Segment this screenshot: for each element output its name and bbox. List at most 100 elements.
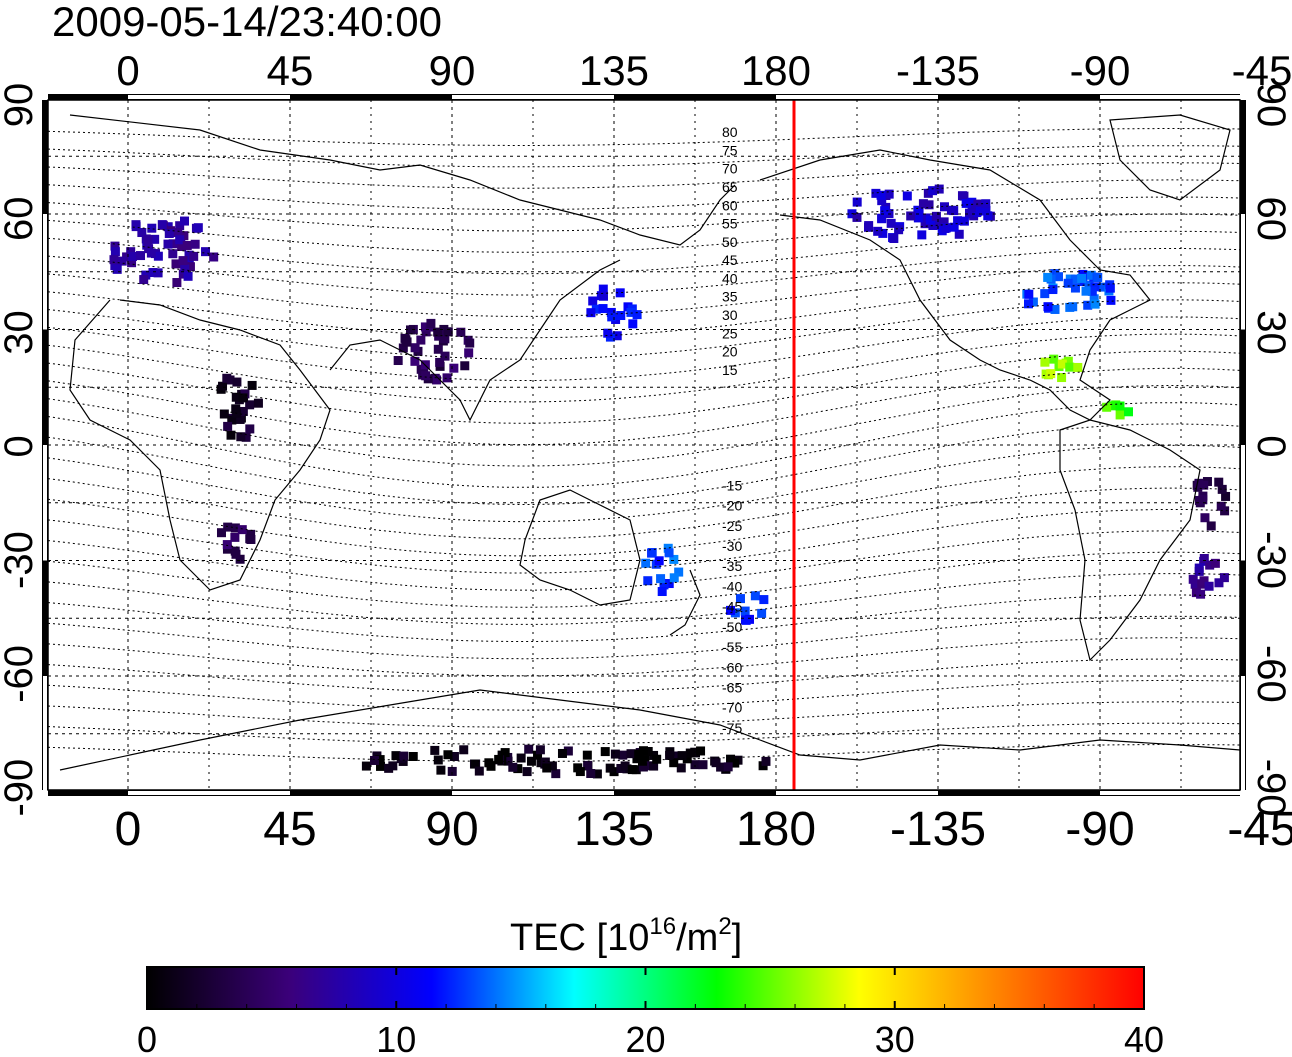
contour-line <box>48 679 1240 711</box>
tec-cell <box>643 746 653 756</box>
tec-cell <box>610 749 620 759</box>
tec-cell <box>168 239 178 249</box>
contour-line <box>48 615 1240 660</box>
tec-cell <box>961 198 971 208</box>
coastline-layer <box>59 114 1240 771</box>
tec-cell <box>884 189 894 199</box>
contour-label: 50 <box>722 234 738 250</box>
tec-cell <box>190 239 200 249</box>
colorbar-tick-label: 30 <box>875 1019 915 1057</box>
tec-cell <box>669 758 679 768</box>
tec-cell <box>659 580 669 590</box>
lat-tick-label-right: 30 <box>1249 310 1292 355</box>
tec-cell <box>1040 289 1050 299</box>
tec-cell <box>638 746 648 756</box>
tec-region <box>1188 554 1229 599</box>
tec-cell <box>449 751 459 761</box>
contour-line <box>48 179 1240 211</box>
tec-cell <box>924 200 934 210</box>
lon-tick-label-bottom: -135 <box>890 803 986 856</box>
tec-cell <box>949 222 959 232</box>
tec-cell <box>117 256 127 266</box>
tec-cell <box>232 377 242 387</box>
tec-cell <box>436 765 446 775</box>
contour-label: -70 <box>722 700 742 716</box>
tec-cell <box>632 310 642 320</box>
tec-cell <box>218 381 228 391</box>
tec-cell <box>433 327 443 337</box>
tec-cell <box>1199 554 1209 564</box>
contour-label: -55 <box>722 639 742 655</box>
contour-label: 25 <box>722 325 738 341</box>
tec-cell <box>607 312 617 322</box>
tec-cell <box>175 221 185 231</box>
contour-line <box>48 162 1240 189</box>
tec-cell <box>376 761 386 771</box>
lon-ticks-top: 0 45 90 135 180 -135 -90 -45 <box>116 47 1292 94</box>
tec-cell <box>685 748 695 758</box>
tec-cell <box>934 220 944 230</box>
tec-cell <box>627 765 637 775</box>
tec-cell <box>503 752 513 762</box>
tec-cell <box>876 190 886 200</box>
contour-line <box>48 402 1240 488</box>
tec-cell <box>657 587 667 597</box>
tec-cell <box>676 763 686 773</box>
tec-cell <box>201 247 211 257</box>
tec-cell <box>889 233 899 243</box>
tec-cell <box>222 544 232 554</box>
tec-cell <box>696 746 706 756</box>
tec-cell <box>598 304 608 314</box>
contour-line <box>48 299 1240 360</box>
contour-line <box>48 722 1240 745</box>
map-area: 80 75 70 65 60 55 50 45 40 35 30 25 20 15 -15 -20 -25 -30… <box>48 100 1240 790</box>
lon-tick-label-top: -90 <box>1070 47 1131 94</box>
tec-cell <box>1043 302 1053 312</box>
lat-tick-label-left: 0 <box>0 435 41 457</box>
tec-cell <box>416 335 426 345</box>
contour-label: -35 <box>722 558 742 574</box>
tec-cell <box>939 217 949 227</box>
tec-cell <box>690 760 700 770</box>
contour-line <box>48 145 1240 168</box>
tec-cell <box>583 760 593 770</box>
tec-cell <box>153 268 163 278</box>
tec-cell <box>1057 373 1067 383</box>
tec-cell <box>871 188 881 198</box>
tec-cell <box>656 574 666 584</box>
tec-cell <box>185 262 195 272</box>
lat-tick-label-left: 60 <box>0 197 41 242</box>
tec-cell <box>663 543 673 553</box>
frame-alternating-segments <box>43 95 1262 795</box>
tec-cell <box>484 758 494 768</box>
tec-cell <box>230 532 240 542</box>
contour-label: 55 <box>722 216 738 232</box>
tec-cell <box>600 747 610 757</box>
tec-cell <box>179 216 189 226</box>
tec-cell <box>886 218 896 228</box>
tec-cell <box>598 291 608 301</box>
tec-cell <box>209 252 219 262</box>
tec-cell <box>913 205 923 215</box>
tec-region <box>393 318 475 385</box>
tec-cell <box>405 325 415 335</box>
tec-cell <box>1043 272 1053 282</box>
tec-cell <box>223 421 233 431</box>
tec-cell <box>183 271 193 281</box>
tec-cell <box>634 750 644 760</box>
tec-cell <box>459 745 469 755</box>
tec-cell <box>474 766 484 776</box>
tec-cell <box>1081 286 1091 296</box>
tec-cell <box>442 373 452 383</box>
contour-label: 65 <box>722 179 738 195</box>
tec-cell <box>127 258 137 268</box>
tec-cell <box>230 523 240 533</box>
tec-cell <box>1028 297 1038 307</box>
tec-cell <box>1050 304 1060 314</box>
lat-tick-label-right: 60 <box>1249 197 1292 242</box>
contour-line <box>48 367 1240 446</box>
tec-cell <box>399 751 409 761</box>
tec-cell <box>410 343 420 353</box>
tec-cell <box>253 398 263 408</box>
tec-cell <box>193 223 203 233</box>
